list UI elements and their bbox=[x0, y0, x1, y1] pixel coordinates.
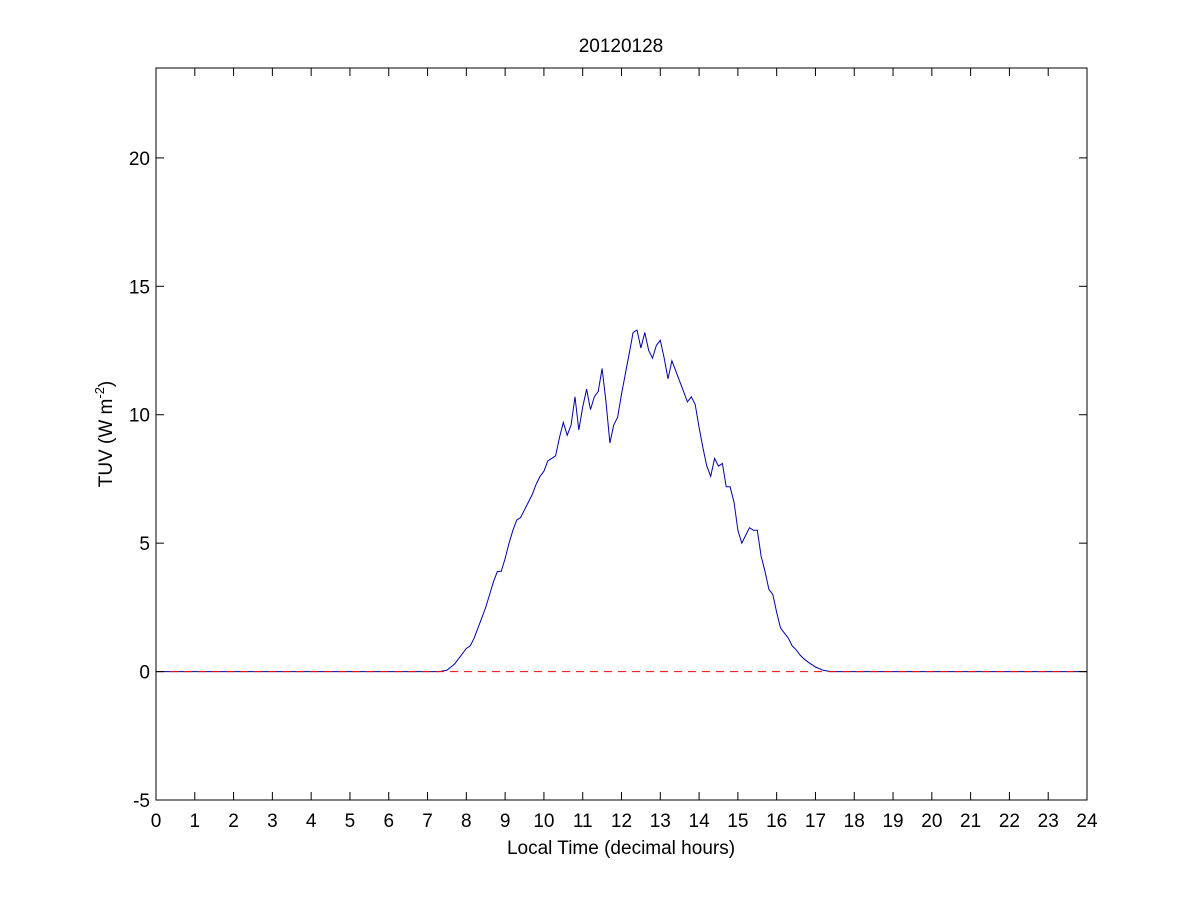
x-tick-label: 0 bbox=[151, 811, 162, 832]
chart-title: 20120128 bbox=[579, 36, 664, 57]
y-axis-label-suffix: ) bbox=[96, 381, 117, 387]
y-tick-label: 5 bbox=[139, 534, 150, 555]
y-tick-label: -5 bbox=[133, 791, 150, 812]
y-axis-label: TUV (W m-2) bbox=[92, 381, 117, 488]
y-tick-label: 15 bbox=[129, 277, 150, 298]
x-tick-label: 20 bbox=[921, 811, 942, 832]
x-tick-label: 8 bbox=[461, 811, 472, 832]
y-tick-label: 0 bbox=[139, 663, 150, 684]
x-tick-label: 5 bbox=[345, 811, 356, 832]
x-tick-label: 6 bbox=[383, 811, 394, 832]
x-tick-label: 14 bbox=[689, 811, 711, 832]
x-tick-label: 2 bbox=[228, 811, 239, 832]
x-tick-label: 24 bbox=[1076, 811, 1098, 832]
x-tick-label: 1 bbox=[190, 811, 201, 832]
x-tick-label: 11 bbox=[573, 811, 593, 832]
x-tick-label: 17 bbox=[805, 811, 826, 832]
y-axis-label-main: TUV (W m bbox=[96, 399, 117, 488]
x-tick-label: 9 bbox=[500, 811, 511, 832]
x-tick-label: 21 bbox=[960, 811, 981, 832]
series-line-0 bbox=[156, 329, 1087, 673]
plot-area bbox=[156, 68, 1087, 800]
x-tick-label: 7 bbox=[422, 811, 433, 832]
x-tick-label: 19 bbox=[882, 811, 903, 832]
x-tick-label: 22 bbox=[999, 811, 1020, 832]
x-tick-label: 23 bbox=[1038, 811, 1059, 832]
x-tick-label: 15 bbox=[727, 811, 748, 832]
x-tick-label: 10 bbox=[533, 811, 554, 832]
x-axis-label: Local Time (decimal hours) bbox=[507, 838, 735, 859]
x-tick-label: 13 bbox=[650, 811, 671, 832]
x-tick-label: 4 bbox=[306, 811, 317, 832]
series-layer bbox=[156, 329, 1087, 673]
x-tick-label: 16 bbox=[766, 811, 787, 832]
tick-layer: 0 1 2 3 4 5 6 7 8 9 10 11 12 13 14 15 16 17 18 19 20 21 22 23 24… bbox=[129, 68, 1098, 832]
x-tick-label: 18 bbox=[844, 811, 865, 832]
y-tick-label: 20 bbox=[129, 149, 150, 170]
x-tick-label: 12 bbox=[611, 811, 632, 832]
y-axis-label-superscript: -2 bbox=[92, 387, 107, 399]
x-tick-label: 3 bbox=[267, 811, 278, 832]
y-tick-label: 10 bbox=[129, 406, 150, 427]
